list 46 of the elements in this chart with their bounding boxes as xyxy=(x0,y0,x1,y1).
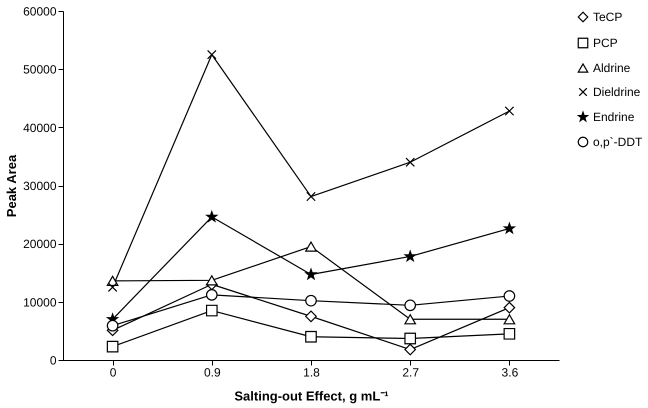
x-tick-label: 3.6 xyxy=(502,366,519,380)
legend-label: o,p`-DDT xyxy=(593,135,644,149)
y-tick-label: 60000 xyxy=(23,4,57,18)
point xyxy=(504,314,516,324)
point xyxy=(404,250,416,262)
point xyxy=(405,157,415,168)
legend-label: TeCP xyxy=(593,10,622,24)
point xyxy=(504,290,516,302)
point xyxy=(504,222,515,234)
legend-label: PCP xyxy=(593,36,618,50)
point xyxy=(504,328,516,340)
x-tick-label: 0.9 xyxy=(204,366,221,380)
x-axis-title: Salting-out Effect, g mL⁻¹ xyxy=(234,388,389,404)
y-tick-label: 0 xyxy=(50,354,57,368)
legend-label: Dieldrine xyxy=(593,85,641,99)
point xyxy=(207,50,217,60)
point xyxy=(404,344,416,356)
x-tick-label: 1.8 xyxy=(303,366,320,380)
point xyxy=(306,192,316,202)
y-tick-label: 50000 xyxy=(23,62,57,77)
legend-label: Aldrine xyxy=(593,61,631,75)
y-tick-label: 40000 xyxy=(23,120,57,135)
point xyxy=(504,302,516,314)
point xyxy=(108,282,118,292)
point xyxy=(305,330,317,343)
point xyxy=(404,332,416,344)
point xyxy=(305,310,317,322)
point xyxy=(305,241,317,252)
point xyxy=(206,275,218,286)
y-tick-label: 20000 xyxy=(23,237,57,252)
point xyxy=(206,289,218,301)
point xyxy=(404,299,416,312)
x-tick-label: 0 xyxy=(110,366,117,380)
point xyxy=(106,320,118,332)
legend-label: Endrine xyxy=(593,110,635,124)
y-tick-label: 10000 xyxy=(23,295,57,310)
point xyxy=(504,106,514,116)
point xyxy=(206,304,218,316)
point xyxy=(404,314,416,324)
point xyxy=(206,211,218,222)
point xyxy=(305,268,317,280)
y-axis-title: Peak Area xyxy=(4,154,20,218)
x-tick-label: 2.7 xyxy=(402,366,420,380)
point xyxy=(106,340,118,352)
y-tick-label: 30000 xyxy=(23,179,57,193)
point xyxy=(305,294,317,307)
